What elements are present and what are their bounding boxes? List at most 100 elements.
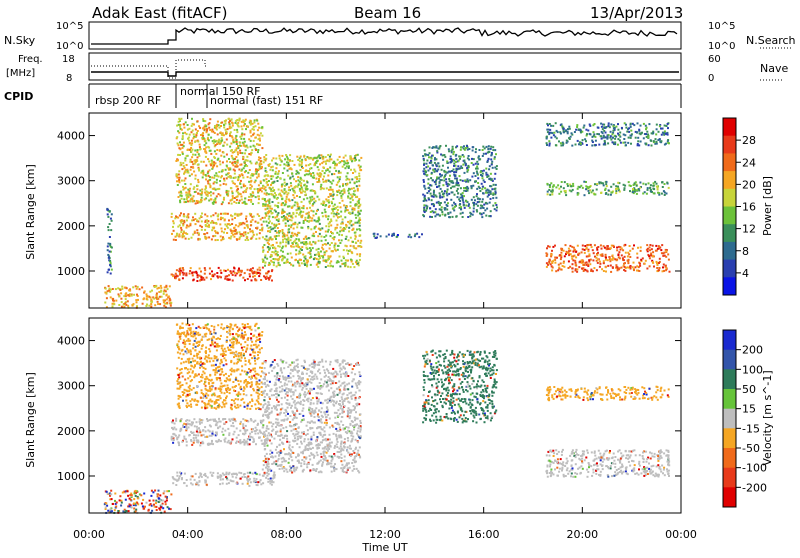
echo-cell — [567, 132, 569, 134]
echo-cell — [218, 124, 220, 126]
echo-cell — [298, 207, 300, 209]
echo-cell — [237, 160, 239, 162]
echo-cell — [257, 481, 259, 483]
echo-cell — [263, 156, 265, 158]
echo-cell — [255, 443, 257, 445]
echo-cell — [272, 190, 274, 192]
echo-cell — [640, 250, 642, 252]
echo-cell — [265, 159, 267, 161]
echo-cell — [302, 167, 304, 169]
echo-cell — [585, 140, 587, 142]
echo-cell — [281, 230, 283, 232]
echo-cell — [423, 204, 425, 206]
echo-cell — [223, 178, 225, 180]
echo-cell — [246, 165, 248, 167]
echo-cell — [247, 269, 249, 271]
echo-cell — [187, 124, 189, 126]
echo-cell — [279, 264, 281, 266]
echo-cell — [303, 180, 305, 182]
echo-cell — [547, 193, 549, 195]
echo-cell — [492, 197, 494, 199]
echo-cell — [199, 146, 201, 148]
echo-cell — [287, 192, 289, 194]
echo-cell — [240, 478, 242, 480]
echo-cell — [178, 147, 180, 149]
echo-cell — [583, 127, 585, 129]
echo-cell — [219, 150, 221, 152]
echo-cell — [603, 137, 605, 139]
nsky-label: N.Sky — [4, 34, 36, 47]
echo-cell — [236, 199, 238, 201]
echo-cell — [496, 209, 498, 211]
echo-cell — [173, 239, 175, 241]
echo-cell — [663, 134, 665, 136]
echo-cell — [438, 202, 440, 204]
echo-cell — [288, 164, 290, 166]
echo-cell — [586, 244, 588, 246]
echo-cell — [201, 476, 203, 478]
echo-cell — [182, 224, 184, 226]
echo-cell — [254, 360, 256, 362]
echo-cell — [320, 251, 322, 253]
echo-cell — [339, 256, 341, 258]
echo-cell — [246, 236, 248, 238]
echo-cell — [429, 168, 431, 170]
echo-cell — [651, 145, 653, 147]
cpid-label: CPID — [4, 90, 33, 103]
echo-cell — [335, 170, 337, 172]
echo-cell — [178, 196, 180, 198]
echo-cell — [630, 135, 632, 137]
echo-cell — [318, 248, 320, 250]
echo-cell — [207, 146, 209, 148]
echo-cell — [172, 220, 174, 222]
echo-cell — [640, 141, 642, 143]
echo-cell — [325, 235, 327, 237]
echo-cell — [295, 253, 297, 255]
echo-cell — [298, 238, 300, 240]
echo-cell — [214, 150, 216, 152]
echo-cell — [317, 166, 319, 168]
echo-cell — [253, 271, 255, 273]
echo-cell — [246, 187, 248, 189]
echo-cell — [647, 134, 649, 136]
echo-cell — [580, 143, 582, 145]
echo-cell — [110, 508, 112, 510]
echo-cell — [599, 263, 601, 265]
echo-cell — [582, 248, 584, 250]
echo-cell — [285, 191, 287, 193]
y-tick-label: 2000 — [57, 220, 85, 233]
echo-cell — [473, 205, 475, 207]
echo-cell — [276, 265, 278, 267]
echo-cell — [273, 251, 275, 253]
echo-cell — [188, 420, 190, 422]
echo-cell — [299, 196, 301, 198]
echo-cell — [116, 502, 118, 504]
echo-cell — [339, 176, 341, 178]
echo-cell — [233, 141, 235, 143]
echo-cell — [303, 222, 305, 224]
echo-cell — [546, 262, 548, 264]
echo-cell — [431, 199, 433, 201]
echo-cell — [132, 305, 134, 307]
echo-cell — [216, 424, 218, 426]
echo-cell — [627, 142, 629, 144]
echo-cell — [135, 490, 137, 492]
echo-cell — [427, 154, 429, 156]
echo-cell — [196, 188, 198, 190]
echo-cell — [423, 181, 425, 183]
echo-cell — [658, 131, 660, 133]
echo-cell — [258, 275, 260, 277]
echo-cell — [277, 227, 279, 229]
echo-cell — [446, 209, 448, 211]
echo-cell — [423, 179, 425, 181]
echo-cell — [471, 162, 473, 164]
echo-cell — [568, 260, 570, 262]
echo-cell — [550, 137, 552, 139]
echo-cell — [261, 135, 263, 137]
echo-cell — [200, 199, 202, 201]
echo-cell — [645, 128, 647, 130]
echo-cell — [223, 126, 225, 128]
echo-cell — [324, 251, 326, 253]
echo-cell — [180, 162, 182, 164]
echo-cell — [605, 257, 607, 259]
